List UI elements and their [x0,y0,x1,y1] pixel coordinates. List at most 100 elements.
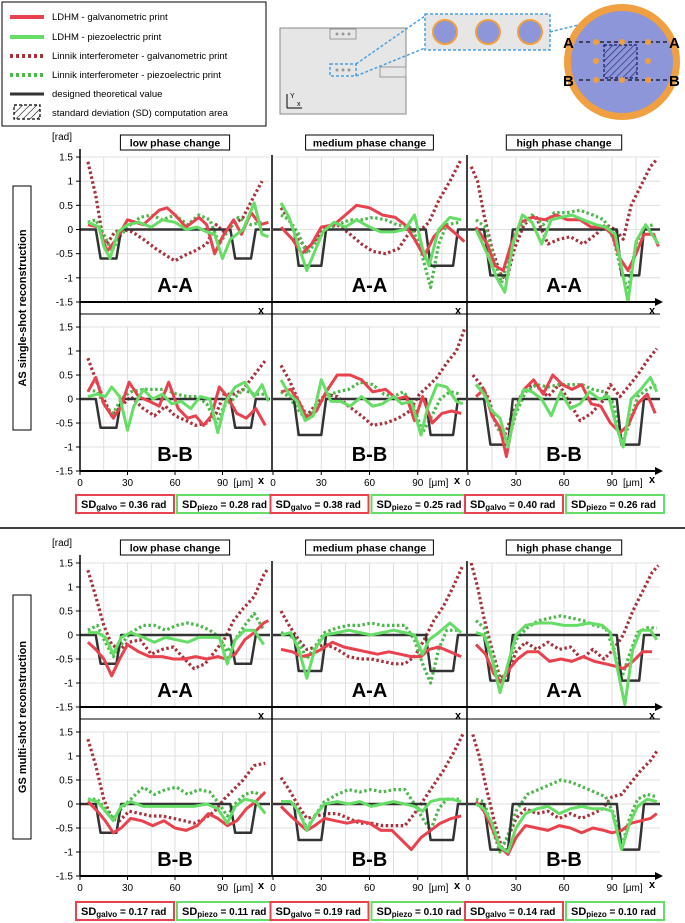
section-a-right-label: A [669,35,680,52]
row-label-text: GS multi-shot reconstruction [17,641,29,793]
chart-panel: B-B [80,326,270,472]
series-group [273,733,466,852]
sd-text: SDgalvo = 0.19 rad [276,906,361,919]
chart-panel: A-A [273,562,466,708]
x-axis-letter: x [454,475,461,487]
series-line-linnik-piezo [87,611,266,659]
column-title: low phase change [119,134,231,151]
series-line-ldhm-galvo [279,203,466,258]
y-tick-label: 1.5 [59,559,73,570]
series-line-linnik-galvo [469,563,660,680]
series-line-linnik-galvo [469,158,659,282]
section-label: B-B [157,444,193,466]
section-label: A-A [546,680,582,702]
x-axis-letter: x [454,880,461,892]
sd-text: SDpiezo = 0.10 rad [571,906,656,919]
x-tick-label: 60 [364,883,376,894]
series-group [273,158,466,290]
y-tick-label: 1 [67,583,73,594]
y-tick-label: 1.5 [59,728,73,739]
column-title-text: medium phase change [313,138,426,150]
chart-panel: B-B [80,731,270,877]
schematic: Y x A A B B [279,4,680,120]
chart-panel: A-A [80,562,270,708]
series-line-ldhm-piezo [474,375,659,449]
x-tick-label: 60 [169,883,181,894]
x-axis-arrowhead [655,872,663,880]
y-tick-label: 0 [67,631,73,642]
series-line-linnik-piezo [87,785,265,820]
column-title-text: high phase change [516,543,611,555]
x-axis-letter: x [649,305,656,317]
x-unit: [μm] [623,883,643,894]
y-tick-label: 0 [67,395,73,406]
dot-disk [517,19,543,45]
series-group [80,566,270,678]
series-line-linnik-piezo [475,208,654,292]
x-tick-label: 0 [465,478,471,489]
series-line-ldhm-galvo [86,790,267,835]
row-label-multi-shot: GS multi-shot reconstruction [12,594,32,840]
x-tick-label: 60 [364,478,376,489]
y-tick-label: -0.5 [56,655,74,666]
series-line-ldhm-galvo [86,375,267,427]
series-line-linnik-galvo [279,564,465,666]
x-tick-label: 90 [217,478,229,489]
sd-piezo-box: SDpiezo = 0.10 rad [565,901,665,921]
y-tick-label: 1.5 [59,153,73,164]
y-tick-label: 0.5 [59,371,73,382]
y-tick-label: -1.5 [56,298,74,309]
legend-item-ldhm-galvo: LDHM - galvanometric print [10,12,168,23]
legend: LDHM - galvanometric print LDHM - piezoe… [1,1,267,127]
series-group [468,733,660,856]
y-tick-label: -0.5 [56,824,74,835]
y-tick-label: -0.5 [56,419,74,430]
x-tick-label: 30 [316,883,328,894]
series-line-ldhm-piezo [475,621,659,707]
series-group [80,357,270,435]
section-label: B-B [352,849,388,871]
series-line-ldhm-piezo [281,797,462,832]
column-title: high phase change [505,134,623,151]
x-axis-letter: x [455,305,462,317]
x-unit: [μm] [623,478,643,489]
section-a-left-label: A [563,35,574,52]
x-axis-letter: x [258,305,265,317]
y-tick-label: -1.5 [56,467,74,478]
y-tick-label: -1.5 [56,703,74,714]
sd-piezo-box: SDpiezo = 0.11 rad [176,901,276,921]
y-tick-label: -1 [64,848,73,859]
x-tick-label: 0 [465,883,471,894]
series-line-linnik-galvo [279,328,466,427]
y-tick-label: 1.5 [59,323,73,334]
sd-galvo-box: SDgalvo = 0.40 rad [464,494,564,514]
sd-galvo-box: SDgalvo = 0.38 rad [269,494,370,514]
x-tick-label: 0 [270,478,276,489]
sd-piezo-box: SDpiezo = 0.26 rad [565,494,665,514]
series-line-theory [273,397,466,437]
x-axis-arrowhead [655,467,663,475]
sd-text: SDgalvo = 0.36 rad [81,499,166,512]
plate-feature [379,66,407,78]
series-line-linnik-piezo [87,387,266,425]
column-title: high phase change [505,539,623,556]
section-label: A-A [546,275,582,297]
x-tick-label: 30 [122,883,134,894]
sd-piezo-box: SDpiezo = 0.28 rad [176,494,276,514]
series-line-ldhm-piezo [279,202,462,273]
x-axis-arrowhead [655,298,663,306]
x-unit: [μm] [234,883,254,894]
dot-disk [432,19,458,45]
x-axis-letter: x [649,879,656,891]
y-tick-label: 1 [67,177,73,188]
x-tick-label: 60 [558,478,570,489]
y-tick-label: 1 [67,347,73,358]
sd-galvo-box: SDgalvo = 0.14 rad [464,901,564,921]
x-tick-label: 90 [606,478,618,489]
row-label-single-shot: AS single-shot reconstruction [12,185,32,431]
callout-source [329,63,357,77]
column-title: low phase change [119,539,231,556]
y-tick-label: 0.5 [59,201,73,212]
chart-panel: A-A [468,156,660,303]
